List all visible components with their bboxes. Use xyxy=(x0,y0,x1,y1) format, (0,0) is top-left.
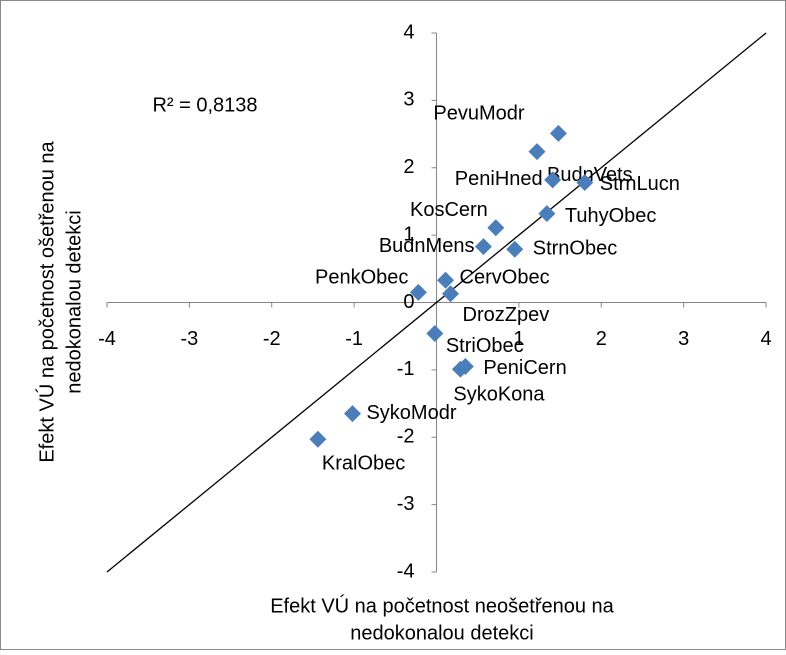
point-label: StrnLucn xyxy=(600,173,680,195)
point xyxy=(576,174,594,192)
y-tick-label: 3 xyxy=(403,89,414,111)
point xyxy=(538,205,556,223)
point xyxy=(309,430,327,448)
y-tick-label: -1 xyxy=(397,358,415,380)
point-label: BudnVets xyxy=(547,164,633,186)
point xyxy=(442,285,459,303)
x-tick-label: 1 xyxy=(513,328,524,350)
point-label: KralObec xyxy=(322,453,405,475)
y-tick-label: -2 xyxy=(397,426,415,448)
y-axis-title-line: nedokonalou detekci xyxy=(63,210,85,393)
x-tick-label: 4 xyxy=(760,328,771,350)
point-label: PevuModr xyxy=(433,103,524,125)
y-axis-title: Efekt VÚ na početnost ošetřenou na nedok… xyxy=(35,140,85,462)
x-tick-label: -3 xyxy=(180,328,198,350)
y-tick-label: 1 xyxy=(403,223,414,245)
point-label: DrozZpev xyxy=(463,304,550,326)
y-tick-label: 4 xyxy=(403,21,414,43)
point xyxy=(474,238,492,256)
y-tick-label: -4 xyxy=(397,560,415,582)
x-tick-label: -2 xyxy=(263,328,281,350)
point-label: KosCern xyxy=(410,199,488,221)
point xyxy=(343,405,361,423)
y-axis-title-line: Efekt VÚ na početnost ošetřenou na xyxy=(35,140,58,462)
point-label: PeniHned xyxy=(455,168,543,190)
point xyxy=(528,143,546,161)
x-tick-label: -1 xyxy=(345,328,363,350)
point xyxy=(544,171,562,189)
point-label: PeniCern xyxy=(483,357,566,379)
point-label: PenkObec xyxy=(315,267,408,289)
point-label: SykoKona xyxy=(453,383,545,405)
point xyxy=(487,219,505,237)
x-axis-title: nedokonalou detekci xyxy=(350,622,533,644)
y-tick-label: -3 xyxy=(397,493,415,515)
point xyxy=(409,283,427,301)
x-tick-label: 2 xyxy=(596,328,607,350)
point-label: SykoModr xyxy=(366,402,456,424)
x-tick-label: -4 xyxy=(98,328,116,350)
point xyxy=(437,271,455,289)
point-label: StriObec xyxy=(446,335,524,357)
x-axis-title: Efekt VÚ na početnost neošetřenou na xyxy=(270,594,614,617)
point-label: CervObec xyxy=(460,267,550,289)
point xyxy=(451,360,469,378)
trendline xyxy=(106,32,767,573)
point xyxy=(549,124,567,142)
point-label: TuhyObec xyxy=(565,205,657,227)
y-tick-label: 0 xyxy=(403,291,414,313)
point-label: StrnObec xyxy=(533,238,617,260)
point-label: BudnMens xyxy=(379,235,475,257)
point xyxy=(426,325,444,342)
r-squared: R² = 0,8138 xyxy=(152,94,257,116)
y-tick-label: 2 xyxy=(403,156,414,178)
x-tick-label: 3 xyxy=(678,328,689,350)
